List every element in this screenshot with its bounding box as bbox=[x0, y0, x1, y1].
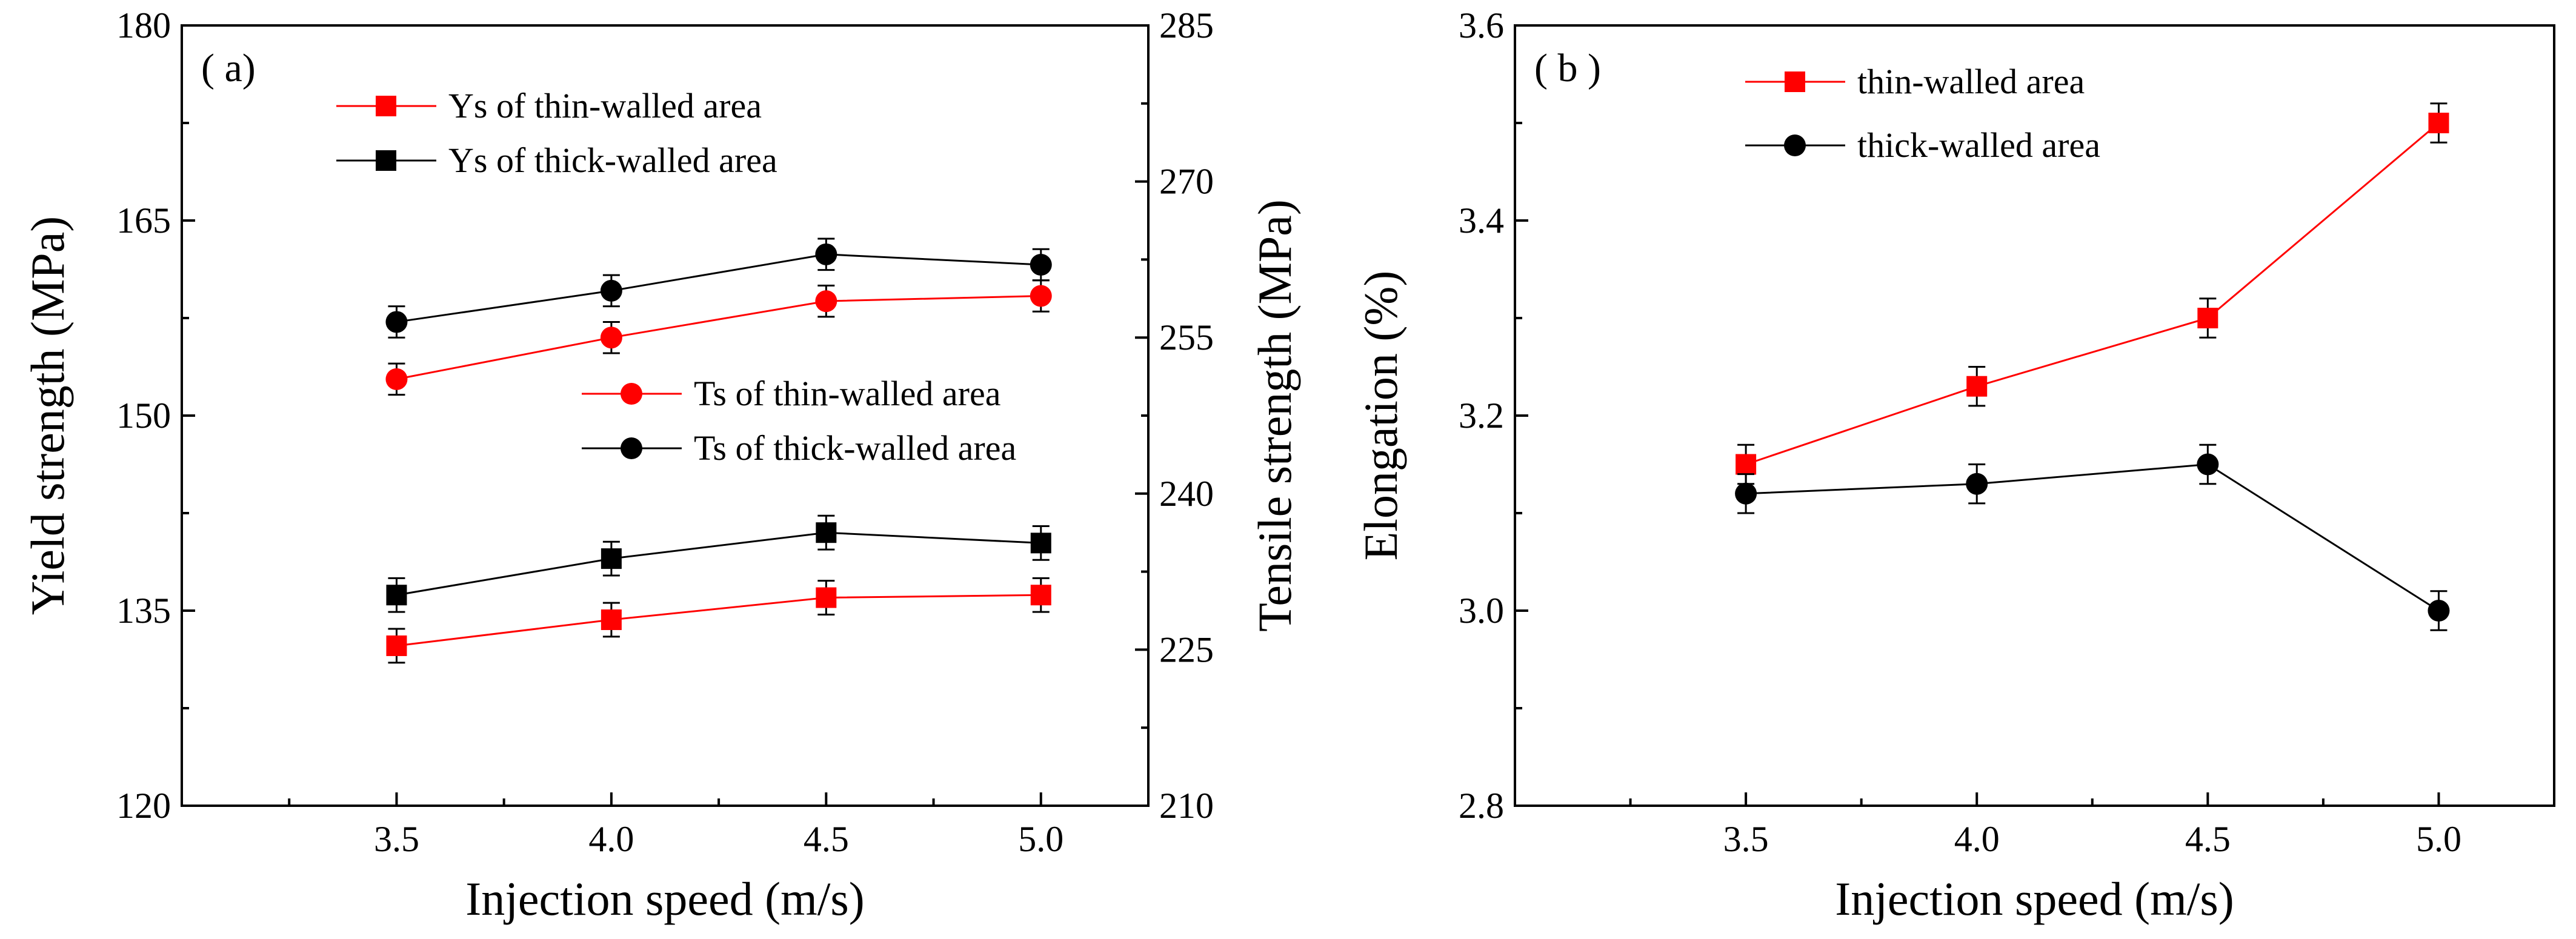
y-tick-label: 3.0 bbox=[1459, 591, 1504, 631]
series-line bbox=[396, 253, 1041, 323]
data-point bbox=[1966, 473, 1988, 495]
legend-label: Ys of thin-walled area bbox=[448, 86, 762, 125]
chart-panel-a: 3.5 4.0 4.5 5.0 120 135 150 165 180 210 225 240 255 2… bbox=[21, 5, 1301, 925]
data-point bbox=[601, 548, 622, 569]
series-line bbox=[396, 594, 1041, 647]
data-point bbox=[1966, 376, 1988, 397]
y-right-tick-label: 285 bbox=[1159, 5, 1214, 45]
data-point bbox=[386, 635, 407, 656]
x-tick-label: 5.0 bbox=[1018, 819, 1063, 859]
x-tick-label: 4.0 bbox=[588, 819, 634, 859]
y-tick-label: 120 bbox=[116, 786, 171, 826]
legend-marker bbox=[621, 437, 642, 459]
y-tick-label: 180 bbox=[116, 5, 171, 45]
data-point bbox=[816, 587, 837, 608]
x-tick-label: 3.5 bbox=[1723, 819, 1769, 859]
y-right-tick-label: 270 bbox=[1159, 162, 1214, 202]
series-line bbox=[396, 295, 1041, 380]
plot-marks: 3.5 4.0 4.5 5.0 2.8 3.0 3.2 3.4 3.6 thin-walled a… bbox=[1459, 5, 2461, 859]
x-axis-title: Injection speed (m/s) bbox=[1835, 872, 2234, 925]
data-point bbox=[815, 290, 837, 313]
data-point bbox=[1030, 585, 1051, 606]
data-point bbox=[600, 279, 622, 302]
y-tick-label: 135 bbox=[116, 591, 171, 631]
data-point bbox=[386, 585, 407, 606]
legend-marker bbox=[1784, 134, 1806, 156]
y-axis-right-title: Tensile strength (MPa) bbox=[1248, 199, 1301, 632]
data-point bbox=[816, 522, 837, 543]
panel-label: ( b ) bbox=[1534, 46, 1601, 90]
y-tick-label: 3.6 bbox=[1459, 5, 1504, 45]
x-axis-title: Injection speed (m/s) bbox=[465, 872, 864, 925]
legend-marker bbox=[1785, 71, 1805, 92]
data-point bbox=[601, 609, 622, 631]
x-tick-label: 4.5 bbox=[2185, 819, 2231, 859]
data-point bbox=[1735, 482, 1757, 505]
series-line bbox=[1746, 463, 2440, 612]
data-point bbox=[1030, 533, 1051, 554]
y-right-tick-label: 225 bbox=[1159, 629, 1214, 669]
data-point bbox=[2197, 308, 2218, 328]
y-axis-title: Elongation (%) bbox=[1354, 271, 1407, 561]
series-line bbox=[1745, 122, 2440, 465]
legend-label: Ts of thick-walled area bbox=[694, 428, 1016, 468]
y-tick-label: 150 bbox=[116, 396, 171, 436]
x-tick-label: 3.5 bbox=[374, 819, 419, 859]
legend-marker bbox=[376, 150, 396, 171]
y-right-tick-label: 255 bbox=[1159, 317, 1214, 357]
data-point bbox=[2197, 453, 2219, 476]
y-right-tick-label: 210 bbox=[1159, 786, 1214, 826]
data-point bbox=[600, 327, 622, 349]
y-axis-title: Yield strength (MPa) bbox=[21, 216, 74, 615]
y-tick-label: 3.2 bbox=[1459, 396, 1504, 436]
data-point bbox=[1030, 253, 1052, 276]
x-tick-label: 5.0 bbox=[2416, 819, 2461, 859]
data-point bbox=[385, 311, 408, 333]
y-tick-label: 3.4 bbox=[1459, 201, 1504, 241]
x-tick-label: 4.5 bbox=[804, 819, 849, 859]
panel-label: ( a) bbox=[201, 46, 256, 90]
legend-label: Ys of thick-walled area bbox=[448, 141, 777, 180]
legend-label: thick-walled area bbox=[1857, 125, 2100, 165]
data-point bbox=[385, 368, 408, 390]
y-tick-label: 165 bbox=[116, 201, 171, 241]
legend-marker bbox=[621, 383, 642, 405]
data-point bbox=[815, 243, 837, 265]
y-right-tick-label: 240 bbox=[1159, 474, 1214, 514]
x-tick-label: 4.0 bbox=[1954, 819, 2000, 859]
series-line bbox=[396, 531, 1041, 596]
data-point bbox=[1736, 454, 1757, 475]
data-point bbox=[2428, 600, 2450, 622]
plot-marks: 3.5 4.0 4.5 5.0 120 135 150 165 180 210 225 240 255 2… bbox=[116, 5, 1214, 859]
data-point bbox=[2428, 113, 2449, 133]
data-point bbox=[1030, 285, 1052, 307]
chart-panel-b: 3.5 4.0 4.5 5.0 2.8 3.0 3.2 3.4 3.6 thin-walled a… bbox=[1354, 5, 2555, 925]
legend-marker bbox=[376, 96, 396, 116]
legend-label: Ts of thin-walled area bbox=[694, 374, 1000, 413]
y-tick-label: 2.8 bbox=[1459, 786, 1504, 826]
legend-label: thin-walled area bbox=[1857, 62, 2085, 101]
